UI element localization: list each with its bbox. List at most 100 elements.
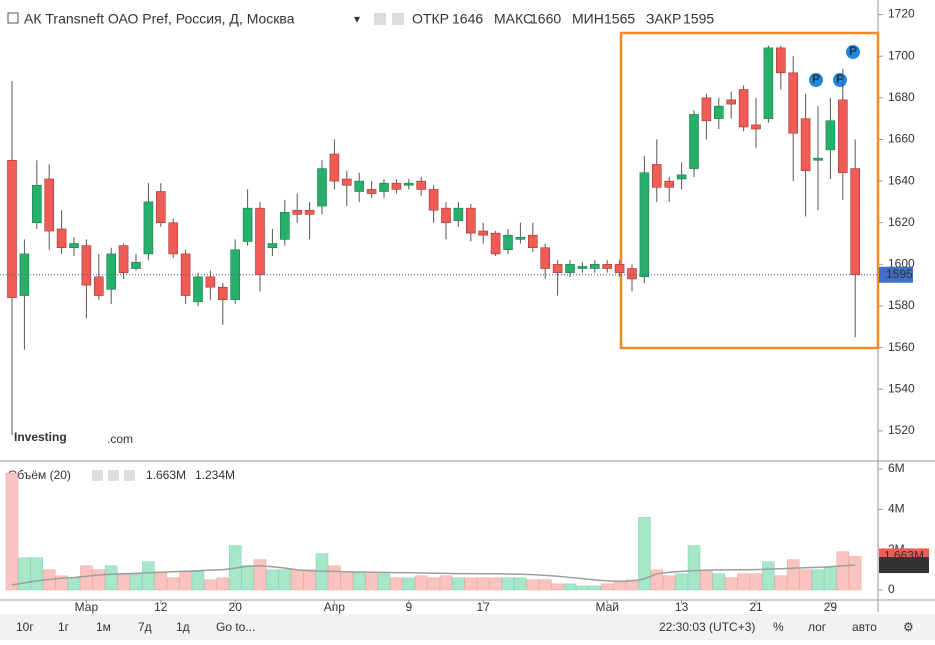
volume-bar — [377, 573, 391, 591]
volume-bar — [18, 557, 31, 591]
x-tick-label: Мар — [75, 600, 99, 614]
candle-body — [850, 168, 861, 276]
range-button[interactable]: 7д — [138, 620, 152, 634]
x-tick-label: Май — [595, 600, 619, 614]
volume-bar — [563, 583, 577, 591]
eye-icon[interactable] — [92, 470, 103, 481]
eye-icon[interactable] — [374, 13, 386, 25]
event-marker[interactable] — [833, 73, 847, 87]
volume-bar — [588, 585, 602, 591]
open-value: 1646 — [452, 11, 483, 27]
volume-bar — [824, 567, 837, 591]
candle-body — [577, 266, 588, 269]
candle-body — [515, 236, 526, 240]
x-tick-label: 12 — [154, 600, 168, 614]
candle-body — [317, 168, 327, 207]
y-tick-label: 1660 — [888, 132, 915, 146]
y-tick-label: 1560 — [888, 340, 915, 354]
volume-bar — [724, 577, 738, 591]
candle-body — [292, 209, 303, 215]
y-tick-label: 1700 — [888, 48, 915, 62]
range-button[interactable]: 1д — [176, 620, 190, 634]
volume-bar — [352, 571, 366, 591]
range-button[interactable]: 10г — [16, 620, 34, 634]
volume-bar — [464, 577, 478, 591]
open-label: ОТКР — [412, 11, 449, 27]
candle-body — [552, 264, 563, 273]
y-tick-label: 6M — [888, 461, 905, 475]
volume-bar — [526, 579, 540, 591]
log-button[interactable]: лог — [808, 620, 827, 634]
settings-icon[interactable] — [392, 13, 404, 25]
volume-value: 1.663M — [146, 468, 186, 482]
candle-body — [465, 207, 476, 234]
event-marker-label: P — [849, 44, 857, 58]
event-marker[interactable] — [809, 73, 823, 87]
volume-bar — [191, 571, 205, 591]
settings-button[interactable]: ⚙ — [903, 620, 914, 634]
candle-body — [94, 276, 104, 296]
volume-bar — [687, 545, 701, 591]
candle-body — [379, 182, 389, 192]
candle-body — [813, 157, 823, 161]
range-button[interactable]: 1г — [58, 620, 70, 634]
candle-body — [218, 286, 228, 301]
volume-bar — [179, 571, 192, 591]
candle-body — [341, 178, 352, 186]
volume-bar — [749, 573, 763, 591]
candle-body — [726, 99, 737, 105]
volume-bar — [129, 573, 143, 591]
event-marker-label: P — [836, 72, 844, 86]
volume-bar — [414, 575, 428, 591]
volume-bar — [204, 579, 217, 591]
volume-bar — [439, 575, 453, 591]
volume-bar — [390, 577, 403, 591]
volume-bar — [576, 585, 589, 591]
volume-bar — [266, 569, 279, 591]
candle-body — [230, 249, 240, 301]
volume-bar — [613, 581, 626, 591]
candle-body — [69, 243, 79, 248]
toolbar-items: 10г 1г 1м 7д 1д Go to... 22:30:03 (UTC+3… — [16, 620, 914, 634]
y-tick-label: 1640 — [888, 173, 915, 187]
candle-body — [627, 268, 637, 280]
candle-body — [7, 159, 17, 298]
auto-button[interactable]: авто — [852, 620, 877, 634]
candle-body — [193, 276, 203, 303]
goto-button[interactable]: Go to... — [216, 620, 255, 634]
close-icon[interactable] — [124, 470, 135, 481]
candle-body — [205, 276, 216, 288]
percent-button[interactable]: % — [773, 620, 784, 634]
volume-bar — [278, 569, 292, 591]
x-tick-label: 17 — [477, 600, 491, 614]
volume-bar — [452, 577, 465, 591]
volume-bar — [241, 565, 254, 591]
dropdown-arrow[interactable]: ▾ — [354, 12, 360, 26]
candle-body — [168, 222, 178, 255]
event-marker[interactable] — [846, 45, 860, 59]
x-tick-label: 29 — [824, 600, 838, 614]
volume-bar — [811, 569, 825, 591]
settings-icon[interactable] — [108, 470, 119, 481]
y-tick-label: 1580 — [888, 298, 915, 312]
candle-body — [242, 207, 253, 242]
candle-body — [180, 253, 191, 296]
event-markers: P P P — [809, 44, 860, 87]
volume-bar — [30, 557, 44, 591]
low-value: 1565 — [604, 11, 635, 27]
candle-body — [664, 180, 675, 188]
candle-body — [614, 264, 625, 273]
collapse-icon[interactable] — [7, 12, 19, 24]
candle-body — [490, 232, 501, 255]
candle-body — [775, 47, 786, 74]
candle-body — [453, 207, 464, 221]
y-tick-label: 0 — [888, 582, 895, 596]
range-button[interactable]: 1м — [96, 620, 111, 634]
candle-body — [639, 172, 650, 278]
volume-bar — [600, 583, 614, 591]
volume-legend: Объём (20) — [8, 468, 71, 482]
volume-bar — [514, 577, 527, 591]
candle-body — [279, 212, 290, 240]
candle-body — [81, 245, 92, 286]
ma-last-box — [879, 557, 929, 574]
